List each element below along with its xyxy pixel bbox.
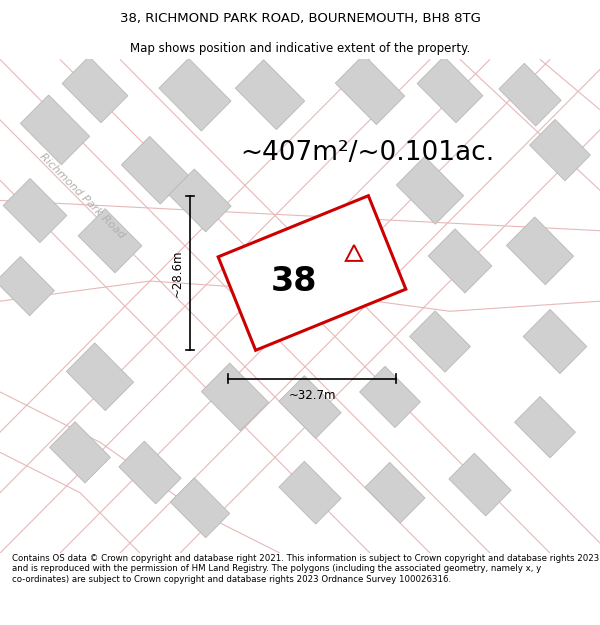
Polygon shape [397,156,464,224]
Text: Map shows position and indicative extent of the property.: Map shows position and indicative extent… [130,41,470,54]
Polygon shape [169,169,231,232]
Polygon shape [279,461,341,524]
Polygon shape [235,60,305,129]
Polygon shape [3,179,67,242]
Polygon shape [50,422,110,483]
Polygon shape [218,196,406,350]
Polygon shape [170,478,230,538]
Text: 38, RICHMOND PARK ROAD, BOURNEMOUTH, BH8 8TG: 38, RICHMOND PARK ROAD, BOURNEMOUTH, BH8… [119,12,481,25]
Polygon shape [20,95,89,165]
Text: Richmond Park Road: Richmond Park Road [37,151,127,240]
Text: ~407m²/~0.101ac.: ~407m²/~0.101ac. [240,141,494,166]
Polygon shape [410,311,470,372]
Polygon shape [121,136,188,204]
Polygon shape [530,119,590,181]
Polygon shape [515,396,575,458]
Polygon shape [119,441,181,504]
Text: 38: 38 [271,264,317,298]
Polygon shape [417,56,483,122]
Polygon shape [449,453,511,516]
Text: ~28.6m: ~28.6m [171,249,184,297]
Polygon shape [62,56,128,122]
Polygon shape [428,229,492,293]
Polygon shape [523,309,587,374]
Polygon shape [0,256,55,316]
Polygon shape [499,63,561,126]
Polygon shape [335,55,404,124]
Text: Contains OS data © Crown copyright and database right 2021. This information is : Contains OS data © Crown copyright and d… [12,554,599,584]
Text: ~32.7m: ~32.7m [288,389,336,402]
Polygon shape [279,376,341,438]
Polygon shape [359,366,421,428]
Polygon shape [159,58,231,131]
Polygon shape [365,462,425,523]
Polygon shape [67,343,134,411]
Polygon shape [78,209,142,273]
Polygon shape [202,363,269,431]
Polygon shape [506,217,574,284]
